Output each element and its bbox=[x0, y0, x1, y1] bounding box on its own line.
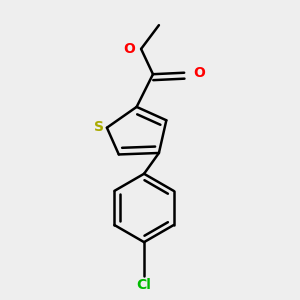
Text: O: O bbox=[193, 66, 205, 80]
Text: Cl: Cl bbox=[136, 278, 152, 292]
Text: S: S bbox=[94, 120, 104, 134]
Text: O: O bbox=[123, 42, 135, 56]
